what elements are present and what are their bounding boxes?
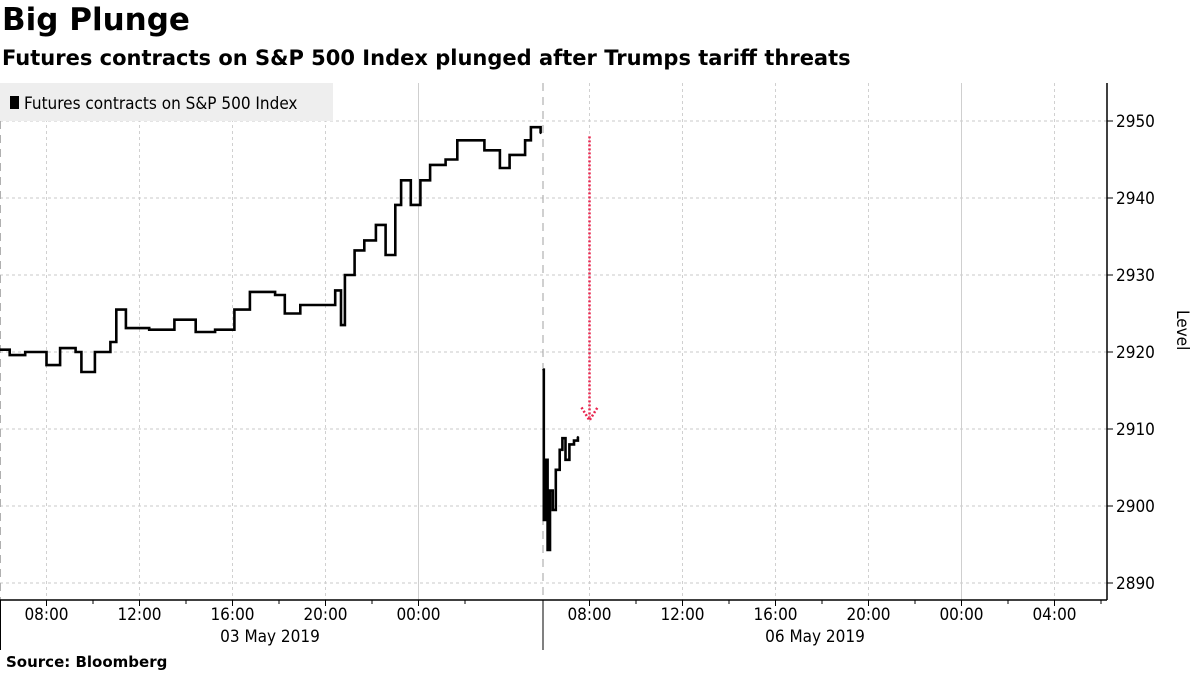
data-point [8,354,11,356]
x-tick-label: 12:00 [117,605,161,625]
x-tick-label: 20:00 [303,605,347,625]
data-point [24,351,26,353]
data-point [284,312,286,315]
series-line [0,125,542,374]
y-tick-label: 2920 [1116,343,1155,363]
y-tick-label: 2930 [1116,266,1155,286]
data-point [45,364,48,366]
data-point [173,318,176,321]
data-point [456,139,459,142]
data-point [299,304,302,306]
data-point [470,139,472,142]
x-tick-label: 00:00 [939,605,983,625]
x-tick-label: 12:00 [660,605,704,625]
data-point [148,328,150,331]
x-date-label: 03 May 2019 [220,627,320,647]
data-point [573,439,575,442]
data-point [561,437,564,440]
data-point [318,304,321,306]
data-point [334,289,336,292]
x-tick-label: 08:00 [567,605,611,625]
y-tick-label: 2950 [1116,112,1155,132]
data-point [80,371,83,373]
legend-box [0,83,333,121]
legend-swatch [10,96,19,109]
data-point [542,368,544,371]
data-point [115,308,118,311]
data-point [419,179,422,182]
data-point [524,139,526,142]
data-point [233,308,236,311]
data-point [384,254,387,256]
y-tick-label: 2940 [1116,189,1155,209]
data-point [214,328,216,331]
x-tick-label: 04:00 [1032,605,1076,625]
source-note: Source: Bloomberg [6,653,168,671]
series-line [542,368,580,552]
data-point [508,154,511,156]
data-point [125,327,127,329]
data-point [59,347,61,349]
chart-subtitle: Futures contracts on S&P 500 Index plung… [2,46,851,70]
data-point [109,341,112,343]
data-point [568,443,571,446]
data-point [546,549,549,551]
data-point [551,509,554,511]
grid [0,83,1107,600]
data-point [344,274,346,276]
data-point [558,448,561,451]
data-point [483,149,486,152]
x-tick-label: 16:00 [210,605,254,625]
legend-label: Futures contracts on S&P 500 Index [24,94,297,114]
axes: 2890 2900 2910 2920 2930 2940 2950 08:00 12:00 16… [0,83,1155,650]
data-point [394,204,397,206]
y-tick-label: 2910 [1116,420,1155,440]
data-point [249,291,251,293]
x-date-label: 06 May 2019 [765,627,865,647]
chart-title: Big Plunge [2,2,190,38]
annotations [580,136,599,423]
data-point [400,179,402,182]
x-tick-label: 20:00 [846,605,890,625]
data-point [444,158,447,161]
data-point [530,126,532,128]
x-tick-label: 16:00 [753,605,797,625]
data-point [539,132,542,135]
series [0,125,580,552]
data-point [564,459,567,461]
data-point [542,519,545,521]
y-axis-label: Level [1172,310,1192,350]
arrow-head-icon [580,406,599,423]
data-point [577,435,579,438]
data-point [549,489,551,492]
y-tick-label: 2890 [1116,574,1155,594]
data-point [74,351,77,353]
data-point [94,351,96,353]
data-point [194,331,197,333]
data-point [363,239,366,242]
data-point [545,459,547,461]
y-tick-label: 2900 [1116,497,1155,517]
data-point [274,294,276,296]
data-point [554,469,557,471]
data-point [375,224,377,226]
x-tick-label: 00:00 [396,605,440,625]
data-point [0,348,1,351]
data-point [353,249,356,252]
data-point [340,324,342,326]
data-point [499,167,501,169]
data-point [409,204,412,206]
x-tick-label: 08:00 [24,605,68,625]
data-point [429,164,431,166]
